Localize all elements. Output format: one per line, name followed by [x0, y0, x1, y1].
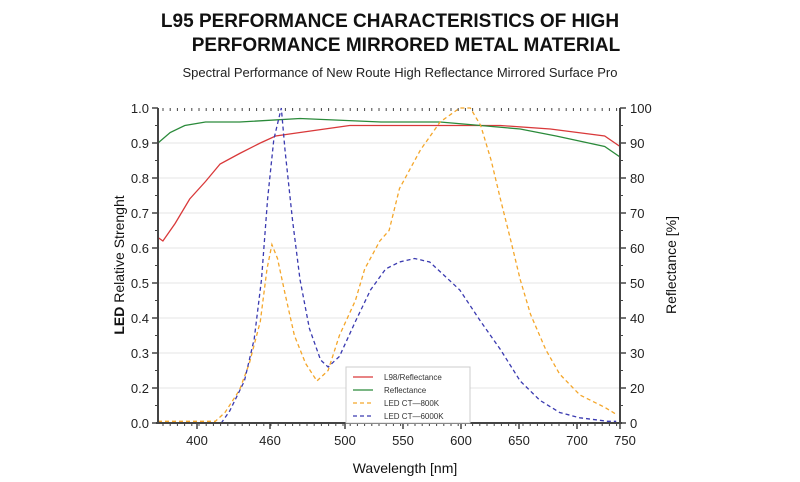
y-tick-label: 0.4 [131, 311, 149, 326]
y2-tick-label: 100 [630, 101, 652, 116]
y-axis-title: LED Relative Strenght [111, 195, 127, 334]
chart-subtitle: Spectral Performance of New Route High R… [182, 65, 618, 80]
y2-tick-label: 80 [630, 171, 644, 186]
x-tick-label: 460 [259, 433, 281, 448]
legend-box [345, 366, 471, 424]
y2-tick-label: 20 [630, 381, 644, 396]
x-tick-label: 600 [450, 433, 472, 448]
legend-label-4: LED CT—6000K [384, 412, 444, 421]
y2-tick-label: 50 [630, 276, 644, 291]
x-tick-label: 700 [566, 433, 588, 448]
legend: L98/Reflectance Reflectance LED CT—800K LED… [345, 366, 471, 424]
x-tick-label: 500 [334, 433, 356, 448]
axes: 400 460 500 550 600 650 700 750 0.0 0 0.2 20 0.3 30 0.… [131, 101, 652, 448]
y-tick-label: 0.9 [131, 136, 149, 151]
y-tick-label: 0.6 [131, 241, 149, 256]
y2-tick-label: 60 [630, 241, 644, 256]
y-axis-title-rest: Relative Strenght [111, 195, 127, 306]
y2-tick-label: 0 [630, 416, 637, 431]
x-tick-label: 550 [392, 433, 414, 448]
y2-tick-label: 70 [630, 206, 644, 221]
y-tick-label: 0.2 [131, 381, 149, 396]
series-line-3 [158, 107, 617, 422]
x-tick-label: 650 [508, 433, 530, 448]
y-tick-label: 0.5 [131, 276, 149, 291]
y2-tick-label: 30 [630, 346, 644, 361]
x-tick-label: 400 [186, 433, 208, 448]
gridlines [158, 142, 620, 389]
series-line-2 [157, 117, 621, 158]
y2-tick-label: 90 [630, 136, 644, 151]
series-line-4 [158, 107, 617, 424]
y-tick-label: 0.7 [131, 206, 149, 221]
legend-label-2: Reflectance [384, 386, 427, 395]
series-line-1 [157, 124, 621, 242]
y-axis-title-bold: LED [111, 307, 127, 335]
y2-axis-title: Reflectance [%] [663, 216, 679, 314]
series-lines [157, 107, 621, 424]
y-tick-label: 0.3 [131, 346, 149, 361]
y-tick-label: 0.8 [131, 171, 149, 186]
y-tick-label: 1.0 [131, 101, 149, 116]
x-axis-title: Wavelength [nm] [353, 460, 458, 476]
y-tick-label: 0.0 [131, 416, 149, 431]
legend-label-1: L98/Reflectance [384, 373, 442, 382]
x-tick-label: 750 [614, 433, 636, 448]
legend-label-3: LED CT—800K [384, 399, 440, 408]
chart-title-line2: PERFORMANCE MIRRORED METAL MATERIAL [191, 35, 621, 56]
y2-tick-label: 40 [630, 311, 644, 326]
chart-title-line1: L95 PERFORMANCE CHARACTERISTICS OF HIGH [160, 11, 620, 32]
